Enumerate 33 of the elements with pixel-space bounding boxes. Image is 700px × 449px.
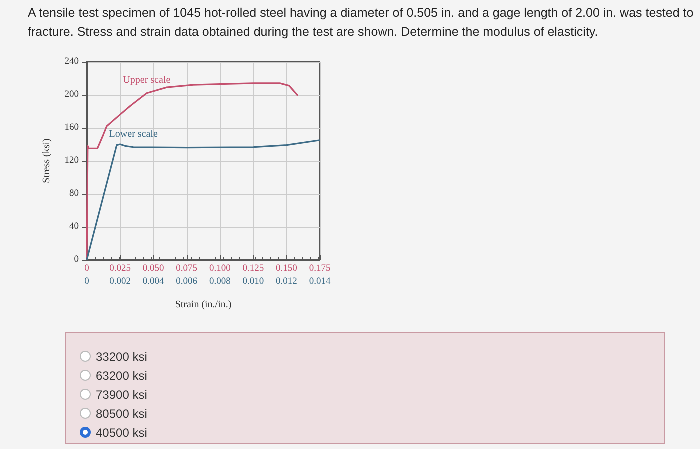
x-tick-label: 0.002 [110, 277, 132, 287]
x-tick-label: 0.014 [309, 277, 331, 287]
x2-tick-label: 0.175 [309, 264, 331, 274]
series-label: Upper scale [123, 74, 172, 86]
x-tick-label: 0.008 [209, 277, 232, 287]
y-tick-label: 80 [70, 189, 80, 199]
y-tick-label: 200 [64, 90, 80, 100]
text: 80500 ksi [96, 407, 148, 421]
text: A tensile test specimen of 1045 hot-rolled steel having a diameter of 0.505 in. and a gage length of 2.00 in. was tested to fracture. Stress and strain data obtained during the test are shown. Determine the modulus of elasticity. [28, 5, 695, 41]
x2-tick-label: 0.075 [176, 264, 198, 274]
y-tick-label: 160 [64, 123, 80, 133]
x2-tick-label: 0.050 [142, 264, 165, 274]
text: 73900 ksi [96, 388, 148, 402]
x2-tick-label: 0.125 [242, 264, 264, 274]
x-tick-label: 0.012 [276, 277, 298, 287]
y-tick-label: 120 [64, 156, 80, 166]
text: 40500 ksi [96, 426, 148, 440]
y-axis-title: Stress (ksi) [42, 138, 52, 184]
text: 33200 ksi [96, 350, 148, 364]
x-tick-label: 0 [84, 277, 90, 287]
x2-tick-label: 0.150 [276, 264, 298, 274]
x2-tick-label: 0.100 [209, 264, 232, 274]
y-tick-label: 0 [74, 255, 80, 265]
x-tick-label: 0.004 [142, 277, 165, 287]
y-tick-label: 240 [64, 57, 80, 67]
y-tick-label: 40 [70, 222, 80, 232]
x-tick-label: 0.010 [242, 277, 264, 287]
x-tick-label: 0.006 [176, 277, 198, 287]
x2-tick-label: 0.025 [110, 264, 132, 274]
x-axis-title: Strain (in./in.) [175, 300, 232, 310]
series-label: Lower scale [109, 128, 158, 140]
text: 63200 ksi [96, 369, 148, 383]
x2-tick-label: 0 [84, 264, 90, 274]
